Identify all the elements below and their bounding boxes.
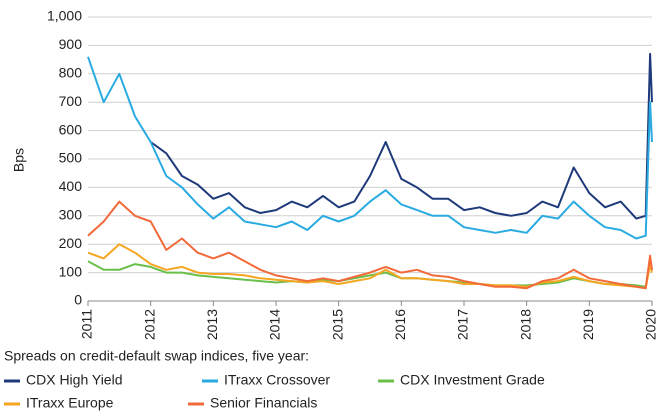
- legend-label: ITraxx Crossover: [224, 372, 330, 388]
- series-line: [87, 56, 653, 240]
- y-tick-label: 600: [59, 121, 83, 137]
- x-tick-label: 2013: [204, 309, 220, 340]
- x-tick-label: 2011: [79, 309, 95, 339]
- x-tick-label: 2014: [267, 309, 283, 340]
- legend-label: CDX Investment Grade: [400, 372, 545, 388]
- y-tick-label: 300: [59, 207, 83, 223]
- series-line: [87, 200, 653, 290]
- legend-label: ITraxx Europe: [26, 395, 114, 411]
- series-line: [150, 52, 653, 220]
- x-tick-label: 2017: [455, 309, 471, 340]
- x-tick-label: 2015: [329, 309, 345, 340]
- y-tick-label: 500: [59, 150, 83, 166]
- caption: Spreads on credit-default swap indices, …: [4, 348, 309, 364]
- legend-label: CDX High Yield: [26, 372, 123, 388]
- x-tick-label: 2016: [392, 309, 408, 340]
- y-tick-label: 0: [74, 292, 82, 308]
- y-tick-label: 100: [59, 263, 83, 279]
- x-tick-label: 2018: [517, 309, 533, 340]
- x-tick-label: 2020: [643, 309, 659, 340]
- y-tick-label: 700: [59, 93, 83, 109]
- y-tick-label: 400: [59, 178, 83, 194]
- series-line: [87, 243, 653, 290]
- x-tick-label: 2012: [141, 309, 157, 340]
- y-axis-label: Bps: [11, 148, 27, 172]
- x-tick-label: 2019: [580, 309, 596, 340]
- y-tick-label: 200: [59, 235, 83, 251]
- legend-label: Senior Financials: [210, 395, 317, 411]
- y-tick-label: 1,000: [47, 8, 82, 24]
- y-tick-label: 900: [59, 36, 83, 52]
- y-tick-label: 800: [59, 65, 83, 81]
